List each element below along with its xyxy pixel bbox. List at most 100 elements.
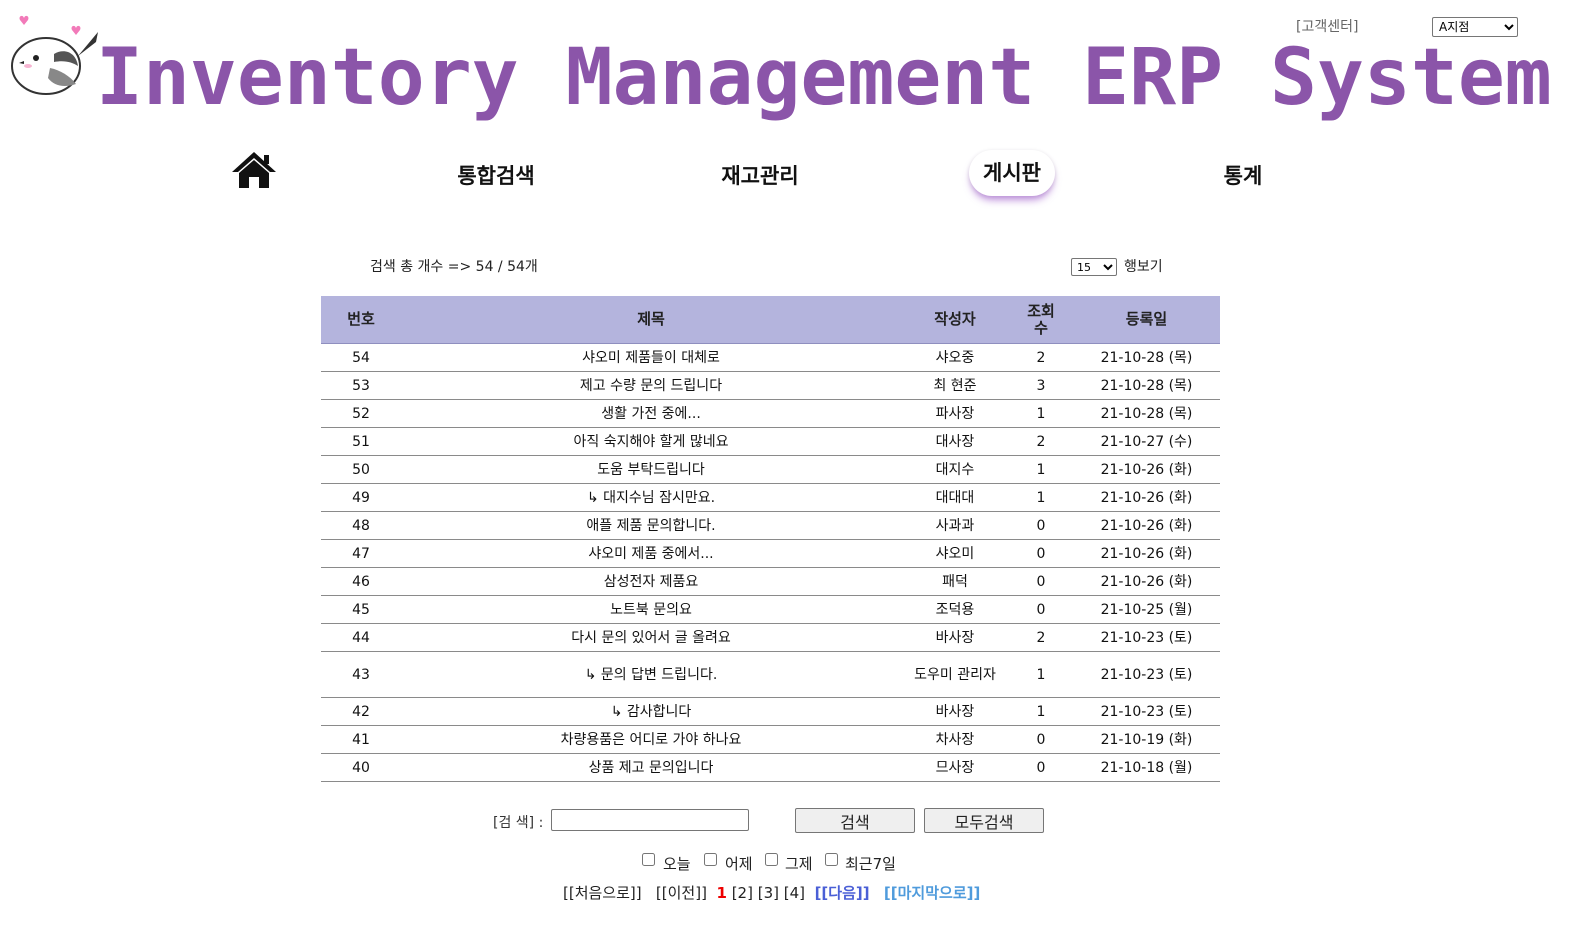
- pagination-next[interactable]: [[다음]]: [814, 884, 870, 902]
- post-views: 1: [1009, 651, 1073, 698]
- post-date: 21-10-26 (화): [1073, 539, 1220, 568]
- post-views: 0: [1009, 511, 1073, 540]
- post-author: 조덕용: [901, 595, 1009, 624]
- post-title[interactable]: ↳ 대지수님 잠시만요.: [401, 483, 901, 512]
- column-header-author: 작성자: [901, 296, 1009, 344]
- post-views: 0: [1009, 595, 1073, 624]
- pagination-page[interactable]: [3]: [757, 884, 779, 902]
- table-row[interactable]: 48 애플 제품 문의합니다. 사과과 0 21-10-26 (화): [321, 511, 1220, 540]
- post-title[interactable]: 제고 수량 문의 드립니다: [401, 371, 901, 400]
- post-views: 0: [1009, 753, 1073, 782]
- post-author: 샤오미: [901, 539, 1009, 568]
- filter-two-days-ago-label[interactable]: 그제: [785, 855, 813, 873]
- post-title[interactable]: 노트북 문의요: [401, 595, 901, 624]
- post-number: 41: [321, 725, 401, 754]
- column-header-no: 번호: [321, 296, 401, 344]
- table-row[interactable]: 40 상품 제고 문의입니다 므사장 0 21-10-18 (월): [321, 753, 1220, 782]
- table-row[interactable]: 47 샤오미 제품 중에서... 샤오미 0 21-10-26 (화): [321, 539, 1220, 568]
- post-date: 21-10-28 (목): [1073, 343, 1220, 372]
- filter-last-7-days-checkbox[interactable]: [825, 853, 838, 866]
- post-title[interactable]: 샤오미 제품 중에서...: [401, 539, 901, 568]
- post-number: 43: [321, 651, 401, 698]
- post-number: 45: [321, 595, 401, 624]
- pagination-last[interactable]: [[마지막으로]]: [883, 884, 981, 902]
- table-row[interactable]: 51 아직 숙지해야 할게 많네요 대사장 2 21-10-27 (수): [321, 427, 1220, 456]
- table-row[interactable]: 46 삼성전자 제품요 패덕 0 21-10-26 (화): [321, 567, 1220, 596]
- post-author: 최 현준: [901, 371, 1009, 400]
- filter-last-7-days-label[interactable]: 최근7일: [845, 855, 896, 873]
- post-number: 50: [321, 455, 401, 484]
- post-title[interactable]: ↳ 문의 답변 드립니다.: [401, 651, 901, 698]
- post-author: 샤오중: [901, 343, 1009, 372]
- table-row[interactable]: 52 생활 가전 중에... 파사장 1 21-10-28 (목): [321, 399, 1220, 428]
- table-row[interactable]: 44 다시 문의 있어서 글 올려요 바사장 2 21-10-23 (토): [321, 623, 1220, 652]
- post-title[interactable]: 삼성전자 제품요: [401, 567, 901, 596]
- post-date: 21-10-26 (화): [1073, 567, 1220, 596]
- table-header-row: 번호 제목 작성자 조회수 등록일: [321, 296, 1220, 344]
- post-views: 2: [1009, 343, 1073, 372]
- nav-inventory-management[interactable]: 재고관리: [721, 164, 799, 188]
- post-number: 47: [321, 539, 401, 568]
- post-title[interactable]: 애플 제품 문의합니다.: [401, 511, 901, 540]
- post-title[interactable]: 샤오미 제품들이 대체로: [401, 343, 901, 372]
- nav-board[interactable]: 게시판: [969, 150, 1055, 196]
- pagination-current-page: 1: [716, 884, 727, 902]
- table-row[interactable]: 54 샤오미 제품들이 대체로 샤오중 2 21-10-28 (목): [321, 343, 1220, 372]
- post-number: 46: [321, 567, 401, 596]
- filter-yesterday-label[interactable]: 어제: [725, 855, 753, 873]
- post-title[interactable]: 아직 숙지해야 할게 많네요: [401, 427, 901, 456]
- pagination-first[interactable]: [[처음으로]]: [563, 884, 642, 902]
- pagination-prev[interactable]: [[이전]]: [655, 884, 707, 902]
- post-author: 바사장: [901, 697, 1009, 726]
- search-button[interactable]: 검색: [795, 808, 915, 833]
- post-views: 2: [1009, 623, 1073, 652]
- rows-per-page-select[interactable]: 15: [1071, 258, 1117, 276]
- post-title[interactable]: 상품 제고 문의입니다: [401, 753, 901, 782]
- post-date: 21-10-23 (토): [1073, 623, 1220, 652]
- post-title[interactable]: 생활 가전 중에...: [401, 399, 901, 428]
- search-all-button[interactable]: 모두검색: [924, 808, 1044, 833]
- nav-integrated-search[interactable]: 통합검색: [457, 164, 535, 188]
- post-number: 51: [321, 427, 401, 456]
- home-button[interactable]: [230, 150, 278, 192]
- post-number: 44: [321, 623, 401, 652]
- post-date: 21-10-23 (토): [1073, 651, 1220, 698]
- logo: [6, 8, 104, 98]
- table-row[interactable]: 53 제고 수량 문의 드립니다 최 현준 3 21-10-28 (목): [321, 371, 1220, 400]
- post-date: 21-10-26 (화): [1073, 511, 1220, 540]
- post-views: 1: [1009, 697, 1073, 726]
- nav-statistics[interactable]: 통계: [1223, 164, 1263, 188]
- post-author: 대대대: [901, 483, 1009, 512]
- table-row[interactable]: 41 차량용품은 어디로 가야 하나요 차사장 0 21-10-19 (화): [321, 725, 1220, 754]
- post-views: 1: [1009, 399, 1073, 428]
- post-number: 48: [321, 511, 401, 540]
- filter-two-days-ago-checkbox[interactable]: [765, 853, 778, 866]
- post-title[interactable]: ↳ 감사합니다: [401, 697, 901, 726]
- post-views: 0: [1009, 567, 1073, 596]
- post-number: 40: [321, 753, 401, 782]
- post-date: 21-10-23 (토): [1073, 697, 1220, 726]
- table-row[interactable]: 49 ↳ 대지수님 잠시만요. 대대대 1 21-10-26 (화): [321, 483, 1220, 512]
- post-number: 49: [321, 483, 401, 512]
- post-views: 3: [1009, 371, 1073, 400]
- filter-today-label[interactable]: 오늘: [663, 855, 691, 873]
- table-row[interactable]: 45 노트북 문의요 조덕용 0 21-10-25 (월): [321, 595, 1220, 624]
- table-row[interactable]: 42 ↳ 감사합니다 바사장 1 21-10-23 (토): [321, 697, 1220, 726]
- table-row[interactable]: 43 ↳ 문의 답변 드립니다. 도우미 관리자 1 21-10-23 (토): [321, 651, 1220, 698]
- pagination-page[interactable]: [4]: [783, 884, 806, 902]
- filter-today-checkbox[interactable]: [642, 853, 655, 866]
- customer-center-link[interactable]: [고객센터]: [1296, 19, 1359, 35]
- branch-select[interactable]: A지점: [1432, 17, 1518, 37]
- post-number: 42: [321, 697, 401, 726]
- table-row[interactable]: 50 도움 부탁드립니다 대지수 1 21-10-26 (화): [321, 455, 1220, 484]
- board-body: 54 샤오미 제품들이 대체로 샤오중 2 21-10-28 (목) 53 제고 수량 문의…: [321, 343, 1220, 782]
- search-input[interactable]: [551, 809, 749, 831]
- post-views: 2: [1009, 427, 1073, 456]
- post-title[interactable]: 도움 부탁드립니다: [401, 455, 901, 484]
- pagination-page[interactable]: [2]: [731, 884, 753, 902]
- post-author: 패덕: [901, 567, 1009, 596]
- filter-yesterday-checkbox[interactable]: [704, 853, 717, 866]
- post-title[interactable]: 다시 문의 있어서 글 올려요: [401, 623, 901, 652]
- post-title[interactable]: 차량용품은 어디로 가야 하나요: [401, 725, 901, 754]
- home-icon: [232, 152, 276, 188]
